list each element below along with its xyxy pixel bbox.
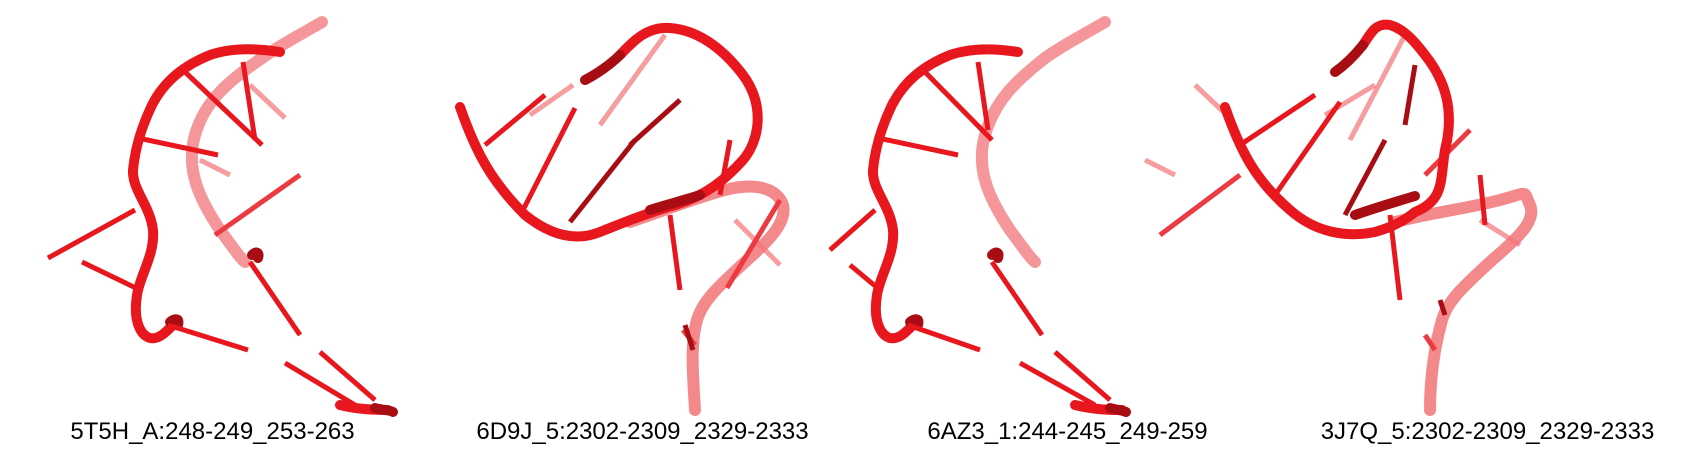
structure-panel-3: 6AZ3_1:244-245_249-259 [828, 0, 1275, 460]
structure-panel-2: 6D9J_5:2302-2309_2329-2333 [425, 0, 860, 460]
rna-structure-render-1 [46, 16, 398, 417]
rna-structure-render-2 [455, 22, 790, 416]
structure-label-4: 3J7Q_5:2302-2309_2329-2333 [1320, 418, 1655, 445]
rna-structure-render-4 [1220, 19, 1538, 416]
structure-panel-4: 3J7Q_5:2302-2309_2329-2333 [1220, 0, 1700, 460]
rna-structure-render-3 [828, 16, 1242, 417]
structure-label-3: 6AZ3_1:244-245_249-259 [927, 418, 1208, 445]
structure-label-2: 6D9J_5:2302-2309_2329-2333 [476, 418, 809, 445]
structure-label-1: 5T5H_A:248-249_253-263 [70, 418, 355, 445]
structure-panel-1: 5T5H_A:248-249_253-263 [0, 0, 425, 460]
